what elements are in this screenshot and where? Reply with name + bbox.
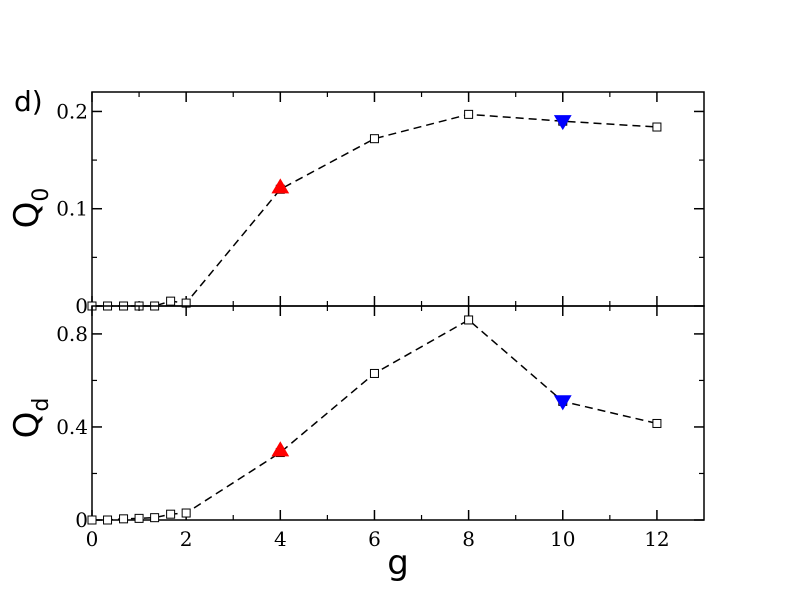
bottom-highlight-triangle-up (271, 441, 290, 457)
top-highlight-triangle-up (271, 178, 290, 194)
bottom-data-point (103, 515, 113, 525)
top-y-tick-label: 0.1 (56, 197, 88, 221)
bottom-y-tick-label: 0.8 (56, 322, 88, 346)
bottom-x-tick-label: 10 (550, 527, 575, 551)
top-data-point (166, 296, 176, 306)
bottom-x-tick-label: 0 (86, 527, 99, 551)
svg-text:Qd: Qd (7, 398, 54, 439)
svg-text:Q0: Q0 (7, 188, 54, 229)
bottom-data-point (166, 509, 176, 519)
bottom-y-axis-title-main: Q (7, 412, 47, 439)
top-panel-q0: 0 0.1 0.2 (56, 91, 705, 318)
bottom-data-point (134, 513, 144, 523)
bottom-x-tick-label: 2 (180, 527, 193, 551)
bottom-data-point (369, 368, 379, 378)
bottom-x-tick-label: 6 (368, 527, 381, 551)
top-y-axis-title: Q0 (7, 188, 54, 229)
panel-label: d) (14, 85, 43, 118)
bottom-series-line (92, 319, 658, 521)
bottom-x-tick-label: 8 (462, 527, 475, 551)
top-y-tick-label: 0 (75, 294, 88, 318)
bottom-x-tick-label: 4 (274, 527, 287, 551)
top-y-tick-label: 0.2 (56, 99, 88, 123)
top-data-point (369, 134, 379, 144)
top-data-point (464, 109, 474, 119)
bottom-panel-qd: 0 0.4 0.8 0 2 4 6 8 10 12 (56, 305, 705, 551)
bottom-highlight-triangle-down (553, 395, 572, 411)
bottom-data-point (652, 418, 662, 428)
bottom-data-point (87, 515, 97, 525)
top-highlight-triangle-down (553, 115, 572, 131)
bottom-data-point (464, 315, 474, 325)
bottom-y-tick-label: 0.4 (56, 415, 88, 439)
x-axis-title: g (387, 543, 409, 583)
bottom-plot-frame (91, 305, 705, 521)
bottom-y-axis-title: Qd (7, 398, 54, 439)
bottom-y-tick-label: 0 (75, 508, 88, 532)
bottom-data-point (119, 514, 129, 524)
top-data-point (652, 122, 662, 132)
top-y-axis-title-sub: 0 (29, 188, 54, 202)
bottom-x-tick-label: 12 (644, 527, 669, 551)
top-y-axis-title-main: Q (7, 202, 47, 229)
bottom-data-point (150, 513, 160, 523)
bottom-y-axis-title-sub: d (29, 398, 54, 412)
bottom-data-point (181, 508, 191, 518)
